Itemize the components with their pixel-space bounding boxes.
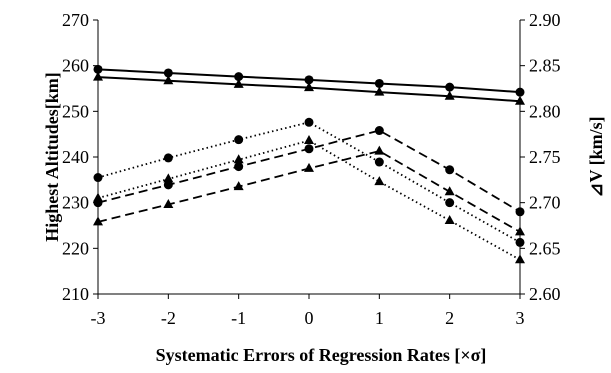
y-right-tick-label: 2.75 — [529, 147, 561, 167]
y-right-tick-label: 2.70 — [529, 193, 561, 213]
data-point-circle — [515, 207, 525, 217]
tick-labels: 2102202302402502602702.602.652.702.752.8… — [62, 10, 561, 328]
data-point-circle — [163, 180, 173, 190]
y-left-tick-label: 250 — [62, 101, 89, 121]
data-point-triangle — [515, 254, 525, 264]
data-point-triangle — [304, 162, 314, 172]
data-point-triangle — [374, 86, 385, 96]
data-point-circle — [304, 75, 314, 85]
data-point-triangle — [444, 90, 455, 100]
y-left-tick-label: 220 — [62, 238, 89, 258]
series-6 — [93, 145, 525, 236]
data-point-triangle — [444, 186, 455, 196]
y-left-tick-label: 230 — [62, 193, 89, 213]
y-left-tick-label: 240 — [62, 147, 89, 167]
data-point-triangle — [233, 154, 244, 164]
data-point-triangle — [163, 173, 174, 183]
data-point-circle — [93, 64, 103, 74]
y-left-tick-label: 210 — [62, 284, 89, 304]
data-point-circle — [93, 198, 103, 208]
data-point-triangle — [304, 82, 314, 92]
x-tick-label: 1 — [375, 308, 384, 328]
data-point-circle — [374, 157, 384, 167]
data-point-circle — [304, 117, 314, 127]
data-point-triangle — [374, 176, 385, 186]
data-point-circle — [445, 165, 455, 175]
data-point-triangle — [233, 78, 244, 88]
data-point-circle — [445, 198, 455, 208]
data-point-triangle — [93, 216, 103, 226]
series-4 — [93, 135, 525, 264]
x-tick-label: 0 — [305, 308, 314, 328]
data-point-circle — [93, 173, 103, 183]
data-point-triangle — [515, 95, 525, 105]
axes — [93, 19, 525, 299]
data-point-circle — [445, 82, 455, 92]
data-point-triangle — [515, 226, 525, 236]
y-axis-left-title: Highest Altitudes[km] — [42, 72, 62, 242]
series-2 — [93, 71, 525, 105]
y-right-tick-label: 2.60 — [529, 284, 561, 304]
data-point-triangle — [163, 75, 174, 85]
series-1 — [93, 64, 525, 97]
data-point-circle — [234, 72, 244, 82]
data-point-triangle — [304, 135, 314, 145]
y-left-tick-label: 260 — [62, 56, 89, 76]
data-point-triangle — [233, 181, 244, 191]
data-point-circle — [163, 153, 173, 163]
data-point-triangle — [163, 198, 174, 208]
x-axis-title: Systematic Errors of Regression Rates [×… — [156, 345, 487, 365]
x-tick-label: -3 — [91, 308, 106, 328]
x-tick-label: 2 — [445, 308, 454, 328]
data-point-circle — [234, 162, 244, 172]
series-3 — [93, 117, 525, 247]
x-tick-label: -2 — [161, 308, 176, 328]
data-point-triangle — [444, 214, 455, 224]
data-point-triangle — [374, 145, 385, 155]
data-point-circle — [374, 78, 384, 88]
y-right-tick-label: 2.90 — [529, 10, 561, 30]
y-right-tick-label: 2.85 — [529, 56, 561, 76]
data-point-circle — [515, 87, 525, 97]
x-tick-label: -1 — [231, 308, 246, 328]
data-point-triangle — [93, 71, 103, 81]
data-point-circle — [234, 135, 244, 145]
series-5 — [93, 126, 525, 217]
y-right-tick-label: 2.65 — [529, 238, 561, 258]
data-point-circle — [304, 144, 314, 154]
y-left-tick-label: 270 — [62, 10, 89, 30]
data-point-circle — [515, 237, 525, 247]
series-line — [97, 139, 521, 261]
y-right-tick-label: 2.80 — [529, 101, 561, 121]
y-axis-right-title: ⊿V [km/s] — [586, 116, 606, 197]
x-tick-label: 3 — [516, 308, 525, 328]
series-layer — [93, 64, 525, 264]
data-point-circle — [163, 68, 173, 78]
data-point-circle — [374, 126, 384, 136]
